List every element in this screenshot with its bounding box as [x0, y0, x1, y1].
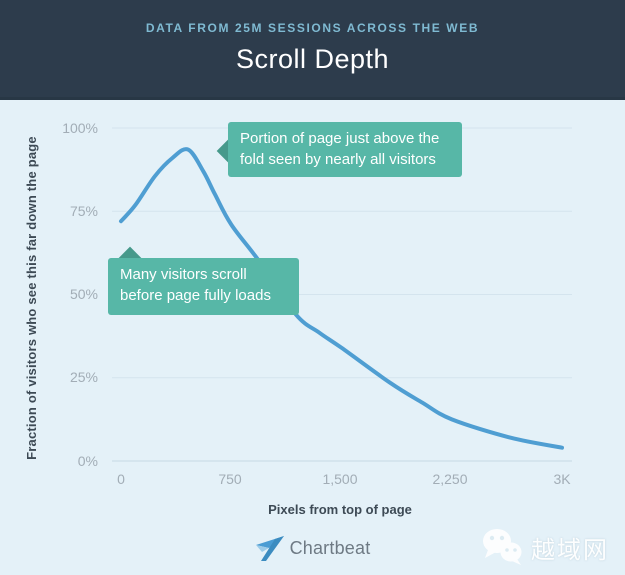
- x-tick-label: 1,500: [322, 471, 358, 487]
- page-title: Scroll Depth: [235, 44, 390, 74]
- header-kicker: DATA FROM 25M SESSIONS ACROSS THE WEB: [145, 21, 480, 35]
- x-tick-label: 750: [218, 471, 242, 487]
- brand-wordmark: Chartbeat: [289, 537, 371, 558]
- annotation-line: Many visitors scroll: [120, 266, 247, 283]
- x-tick-label: 3K: [553, 471, 571, 487]
- watermark: 越域网: [482, 528, 609, 566]
- watermark-text: 越域网: [531, 536, 609, 564]
- chartbeat-logo-icon: [255, 536, 284, 561]
- y-tick-label: 25%: [69, 369, 98, 385]
- x-tick-label: 0: [117, 471, 125, 487]
- y-axis-title: Fraction of visitors who see this far do…: [24, 136, 39, 460]
- x-tick-label: 2,250: [432, 471, 468, 487]
- chart-area: Fraction of visitors who see this far do…: [0, 100, 625, 575]
- wechat-icon: [483, 529, 522, 565]
- annotation-line: fold seen by nearly all visitors: [240, 151, 436, 168]
- y-tick-label: 0%: [77, 453, 98, 469]
- brand-footer: Chartbeat: [0, 534, 625, 562]
- header: DATA FROM 25M SESSIONS ACROSS THE WEB Sc…: [0, 0, 625, 100]
- y-tick-label: 50%: [69, 286, 98, 302]
- y-tick-label: 100%: [62, 120, 98, 136]
- annotation-line: Portion of page just above the: [240, 130, 440, 147]
- annotation-line: before page fully loads: [120, 287, 271, 304]
- annotation-callout-peak: Portion of page just above the fold seen…: [228, 122, 462, 177]
- x-axis-title: Pixels from top of page: [268, 502, 412, 517]
- y-tick-label: 75%: [69, 203, 98, 219]
- annotation-callout-start: Many visitors scroll before page fully l…: [108, 258, 299, 315]
